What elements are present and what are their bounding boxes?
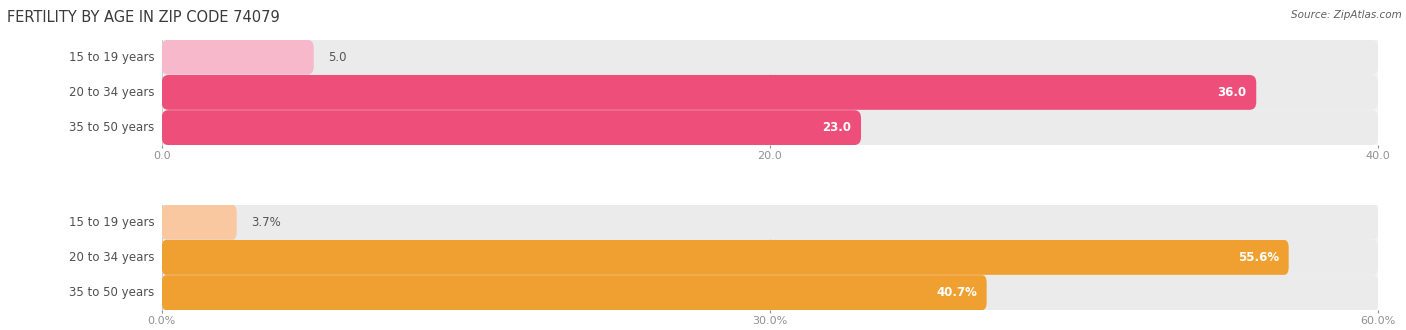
FancyBboxPatch shape	[162, 240, 1378, 275]
FancyBboxPatch shape	[162, 40, 1378, 75]
FancyBboxPatch shape	[162, 40, 314, 75]
Text: 36.0: 36.0	[1218, 86, 1247, 99]
FancyBboxPatch shape	[162, 240, 1289, 275]
Text: 20 to 34 years: 20 to 34 years	[69, 251, 155, 264]
Text: 15 to 19 years: 15 to 19 years	[69, 51, 155, 64]
FancyBboxPatch shape	[162, 205, 236, 240]
Text: 35 to 50 years: 35 to 50 years	[69, 121, 155, 134]
Text: 20 to 34 years: 20 to 34 years	[69, 86, 155, 99]
FancyBboxPatch shape	[162, 110, 860, 145]
FancyBboxPatch shape	[162, 205, 1378, 240]
Text: Source: ZipAtlas.com: Source: ZipAtlas.com	[1291, 10, 1402, 20]
Text: 3.7%: 3.7%	[252, 216, 281, 229]
Text: 35 to 50 years: 35 to 50 years	[69, 286, 155, 299]
Text: 15 to 19 years: 15 to 19 years	[69, 216, 155, 229]
FancyBboxPatch shape	[162, 75, 1378, 110]
FancyBboxPatch shape	[162, 275, 1378, 310]
Text: 5.0: 5.0	[329, 51, 347, 64]
Text: 23.0: 23.0	[823, 121, 851, 134]
FancyBboxPatch shape	[162, 110, 1378, 145]
Text: 40.7%: 40.7%	[936, 286, 977, 299]
Text: 55.6%: 55.6%	[1237, 251, 1279, 264]
FancyBboxPatch shape	[162, 75, 1257, 110]
Text: FERTILITY BY AGE IN ZIP CODE 74079: FERTILITY BY AGE IN ZIP CODE 74079	[7, 10, 280, 25]
FancyBboxPatch shape	[162, 275, 987, 310]
